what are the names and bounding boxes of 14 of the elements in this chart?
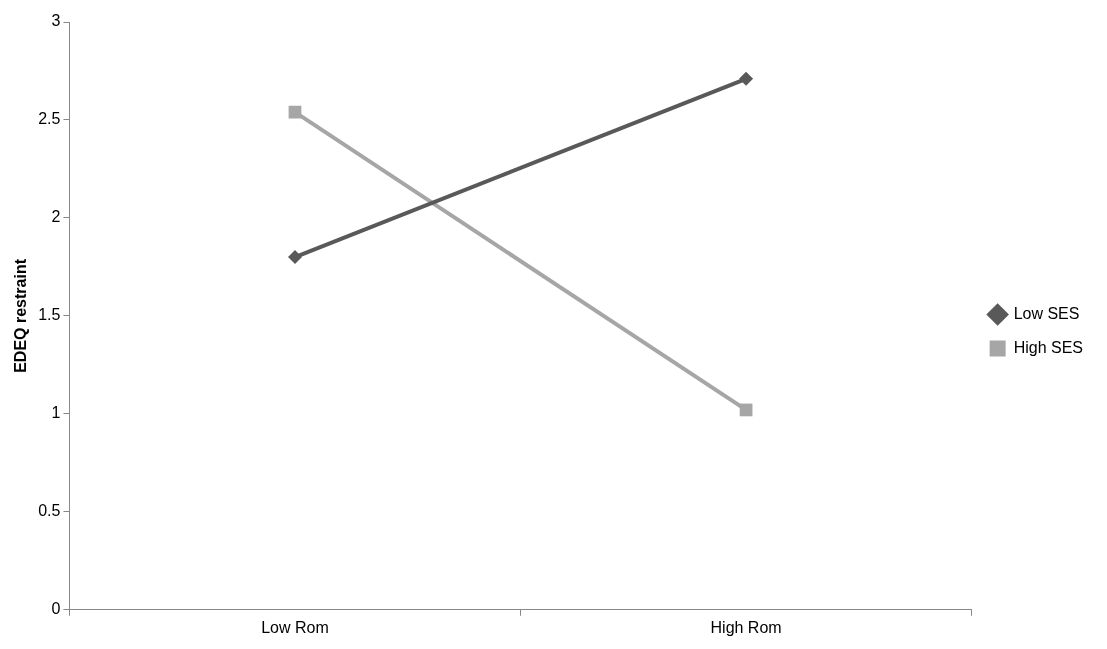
y-tick-label: 0.5 [38, 502, 61, 520]
y-tick-label: 2.5 [38, 110, 61, 128]
y-tick-label: 1.5 [38, 306, 61, 324]
point [739, 71, 754, 86]
x-tick-label: High Rom [710, 618, 782, 636]
y-tick-label: 3 [51, 12, 61, 30]
legend-label: Low SES [1013, 304, 1080, 322]
point [287, 250, 302, 265]
x-tick-label: Low Rom [261, 618, 329, 636]
y-axis-title: EDEQ restraint [12, 258, 30, 373]
legend-label: High SES [1013, 338, 1084, 356]
y-tick-label: 2 [51, 208, 61, 226]
y-tick-label: 1 [51, 404, 61, 422]
y-tick-label: 0 [51, 600, 61, 618]
